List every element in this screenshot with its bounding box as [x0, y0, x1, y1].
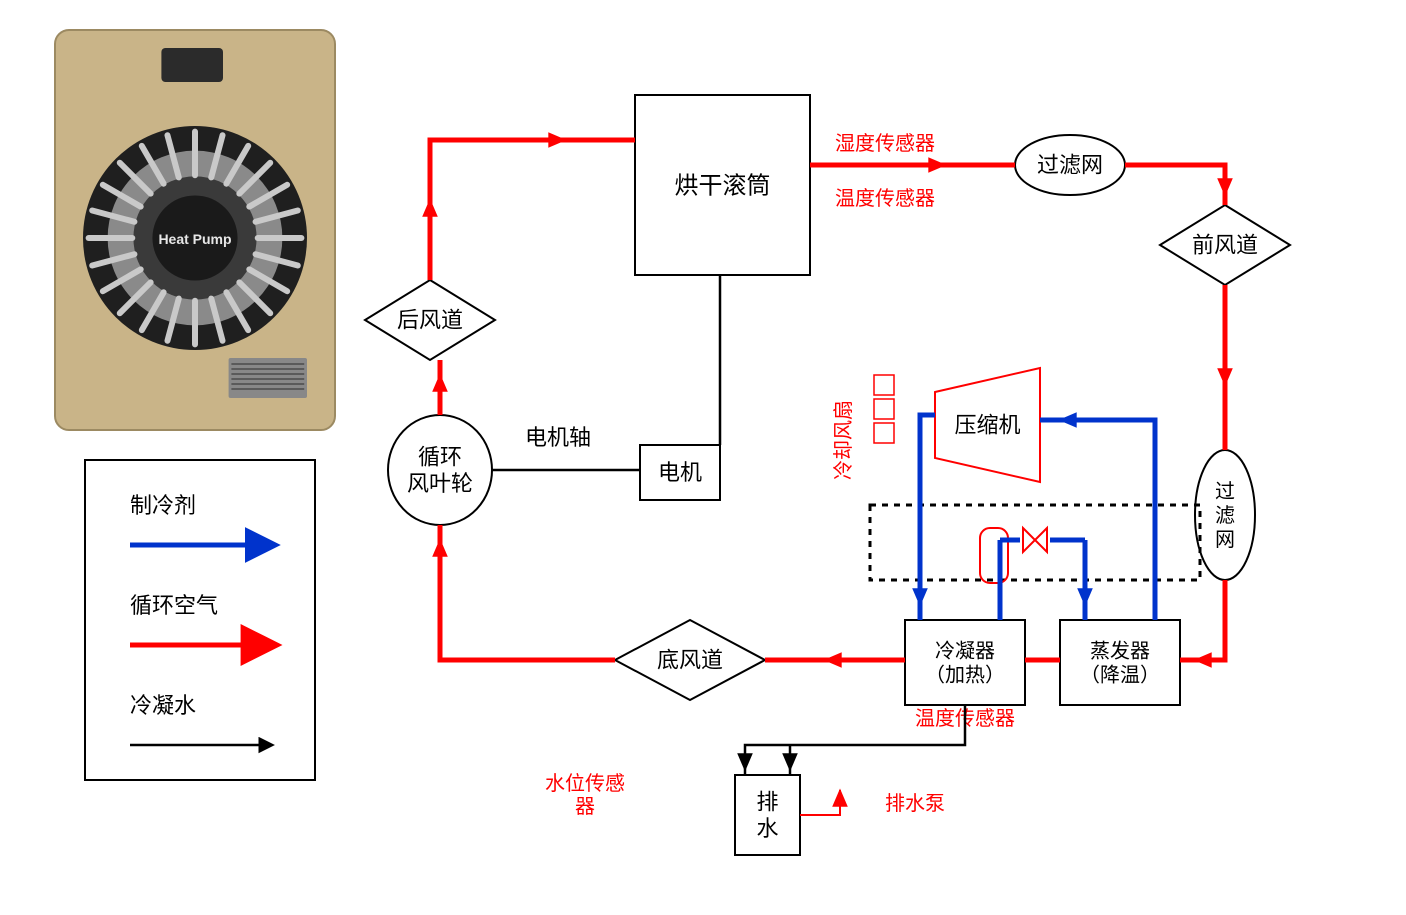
label-temp_sensor_top: 温度传感器	[835, 187, 935, 210]
flow-air-1-arrow	[928, 157, 946, 173]
node-motor: 电机	[640, 445, 720, 500]
node-drum: 烘干滚筒	[635, 95, 810, 275]
flow-air-2-arrow	[1217, 178, 1233, 196]
flow-air-0	[430, 140, 635, 280]
flow-redthin-0-arrow	[832, 789, 848, 807]
flow-air-7-arrow	[432, 539, 448, 557]
diagram-stage: Heat Pump制冷剂循环空气冷凝水烘干滚筒过滤网前风道后风道循环风叶轮电机压…	[0, 0, 1406, 910]
node-filter_top-label: 过滤网	[1037, 153, 1103, 178]
flow-air-8-arrow	[432, 374, 448, 392]
flow-air-4	[1180, 580, 1225, 660]
flow-ref-7	[920, 415, 935, 470]
flow-cond-3-arrow	[782, 753, 798, 771]
flow-ref-6-arrow	[1059, 412, 1077, 428]
flow-air-0-arrow	[548, 132, 566, 148]
valve-icon	[1035, 528, 1047, 552]
node-filter_side: 过滤网	[1195, 450, 1255, 580]
diagram-svg: Heat Pump制冷剂循环空气冷凝水烘干滚筒过滤网前风道后风道循环风叶轮电机压…	[0, 0, 1406, 910]
label-humidity_sensor: 湿度传感器	[835, 132, 935, 155]
node-red_capsule	[980, 528, 1008, 583]
node-compressor: 压缩机	[935, 368, 1040, 482]
node-evaporator: 蒸发器（降温）	[1060, 620, 1180, 705]
flow-ref-6	[1040, 420, 1155, 620]
flow-air-6-arrow	[824, 652, 842, 668]
legend-box	[85, 460, 315, 780]
flow-air-4-arrow	[1194, 652, 1212, 668]
heat-pump-text: Heat Pump	[158, 231, 231, 247]
flow-air-0-arrow	[422, 199, 438, 217]
legend-label: 循环空气	[130, 593, 218, 618]
node-bottom_duct: 底风道	[615, 620, 765, 700]
legend-label: 冷凝水	[130, 693, 196, 718]
legend-label: 制冷剂	[130, 493, 196, 518]
valve-icon	[1023, 528, 1035, 552]
node-motor-label: 电机	[658, 460, 702, 485]
node-drum-label: 烘干滚筒	[675, 172, 771, 199]
node-drain-label: 排水	[756, 790, 778, 841]
node-rear_duct-label: 后风道	[397, 308, 463, 333]
label-water_level: 水位传感器	[545, 772, 625, 818]
node-front_duct: 前风道	[1160, 205, 1290, 285]
flow-air-2	[1125, 165, 1225, 205]
flow-air-3-arrow	[1217, 368, 1233, 386]
node-condenser: 冷凝器（加热）	[905, 620, 1025, 705]
node-compressor-label: 压缩机	[954, 413, 1020, 438]
label-motor_shaft: 电机轴	[525, 425, 591, 450]
dryer-photo: Heat Pump	[55, 30, 335, 430]
flow-ref-1-arrow	[912, 588, 928, 606]
node-fan: 循环风叶轮	[388, 415, 492, 525]
node-filter_top: 过滤网	[1015, 135, 1125, 195]
label-drain_pump: 排水泵	[885, 792, 945, 815]
node-drain: 排水	[735, 775, 800, 855]
node-bottom_duct-label: 底风道	[657, 648, 723, 673]
flow-ref-5-arrow	[1077, 588, 1093, 606]
flow-air-7	[440, 525, 615, 660]
node-filter_side-label: 过滤网	[1215, 480, 1235, 551]
node-front_duct-label: 前风道	[1192, 233, 1258, 258]
flow-cond-2-arrow	[737, 753, 753, 771]
node-cooling_fan_icon	[874, 375, 894, 443]
node-rear_duct: 后风道	[365, 280, 495, 360]
label-cooling_fan: 冷却风扇	[832, 400, 855, 480]
